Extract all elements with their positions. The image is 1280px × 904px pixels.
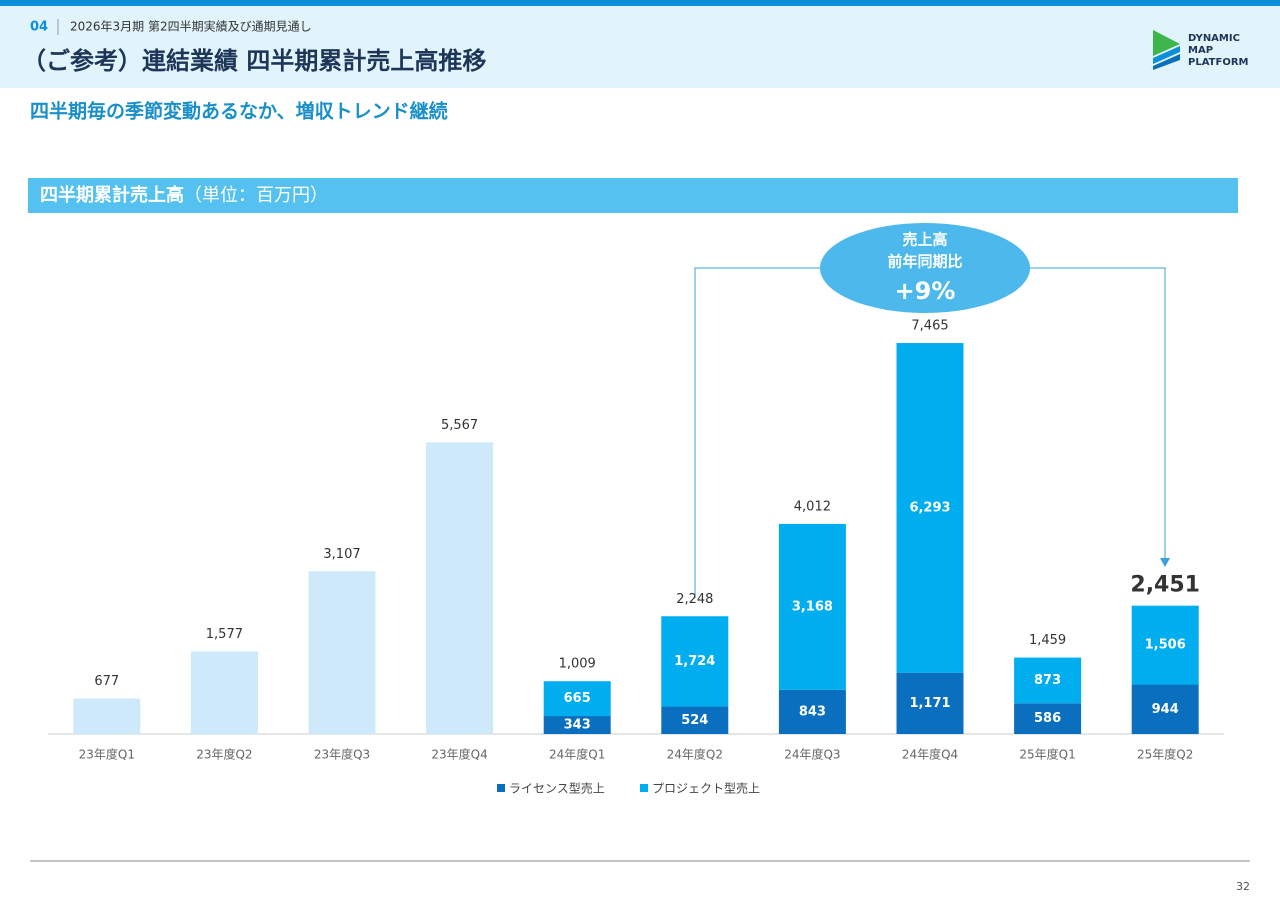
bar-segment [661, 706, 729, 734]
x-tick-label: 25年度Q1 [1019, 747, 1075, 762]
logo-mark [1153, 46, 1180, 64]
total-label: 2,248 [676, 592, 713, 607]
segment-label: 1,506 [1145, 638, 1186, 653]
title: （ご参考）連結業績 四半期累計売上高推移 [22, 47, 486, 75]
bar [190, 651, 258, 734]
legend-label: ライセンス型売上 [509, 781, 605, 796]
annotation-text: 前年同期比 [887, 253, 962, 271]
bar [308, 571, 376, 734]
total-label: 7,465 [911, 319, 948, 334]
bar-segment [661, 616, 729, 707]
segment-label: 873 [1034, 673, 1061, 688]
segment-label: 1,724 [674, 654, 715, 669]
total-label: 2,451 [1130, 573, 1200, 598]
section-title: 四半期累計売上高（単位：百万円） [40, 184, 328, 206]
bar-segment [1131, 605, 1199, 685]
annotation-bubble [820, 223, 1030, 313]
bar-segment [896, 343, 964, 673]
legend-swatch [497, 784, 505, 792]
segment-label: 665 [564, 691, 591, 706]
header-bg [0, 0, 1280, 88]
x-tick-label: 23年度Q4 [431, 747, 487, 762]
bar-segment [1014, 703, 1082, 734]
x-tick-label: 23年度Q3 [314, 747, 370, 762]
annotation-text: 売上高 [902, 231, 947, 249]
bar [73, 698, 141, 734]
x-tick-label: 25年度Q2 [1137, 747, 1193, 762]
legend-label: プロジェクト型売上 [652, 781, 760, 796]
segment-label: 1,171 [909, 696, 950, 711]
bar-segment [896, 672, 964, 734]
total-label: 1,459 [1029, 633, 1066, 648]
x-tick-label: 23年度Q1 [79, 747, 135, 762]
bar-segment [1131, 684, 1199, 734]
logo-mark [1153, 30, 1180, 56]
connector [1028, 267, 1166, 560]
logo-text: DYNAMIC [1188, 33, 1240, 44]
bar-segment [543, 681, 611, 717]
logo: DYNAMIC MAP PLATFORM [1153, 30, 1249, 70]
bar-segment [778, 689, 846, 734]
segment-label: 3,168 [792, 599, 833, 614]
segment-label: 586 [1034, 711, 1061, 726]
total-label: 5,567 [441, 418, 478, 433]
total-label: 3,107 [323, 547, 360, 562]
breadcrumb: 2026年3月期 第2四半期実績及び通期見通し [70, 19, 312, 34]
x-tick-label: 24年度Q2 [667, 747, 723, 762]
segment-label: 343 [564, 718, 591, 733]
total-label: 4,012 [794, 499, 831, 514]
arrow-head [1160, 558, 1170, 567]
segment-label: 843 [799, 704, 826, 719]
section-bar [28, 178, 1238, 213]
x-tick-label: 24年度Q4 [902, 747, 958, 762]
bar [426, 442, 494, 734]
x-tick-label: 24年度Q3 [784, 747, 840, 762]
logo-text: PLATFORM [1188, 57, 1249, 68]
page-number: 32 [1236, 880, 1250, 893]
total-label: 1,009 [559, 657, 596, 672]
segment-label: 6,293 [909, 500, 950, 515]
logo-mark [1153, 54, 1180, 70]
x-tick-label: 23年度Q2 [196, 747, 252, 762]
legend-swatch [640, 784, 648, 792]
subtitle: 四半期毎の季節変動あるなか、増収トレンド継続 [30, 100, 448, 123]
section-title-main: 四半期累計売上高 [40, 184, 184, 206]
bar-segment [1014, 657, 1082, 704]
total-label: 677 [94, 674, 119, 689]
segment-label: 944 [1152, 702, 1179, 717]
logo-text: MAP [1188, 45, 1213, 56]
total-label: 1,577 [206, 627, 243, 642]
segment-label: 524 [681, 713, 708, 728]
bar-segment [543, 716, 611, 734]
page-no: 04 [30, 20, 48, 35]
connector [694, 267, 822, 598]
section-unit: （単位：百万円） [184, 185, 328, 206]
x-tick-label: 24年度Q1 [549, 747, 605, 762]
bar-segment [778, 523, 846, 690]
top-stripe [0, 0, 1280, 6]
annotation-growth: +9% [895, 277, 956, 305]
